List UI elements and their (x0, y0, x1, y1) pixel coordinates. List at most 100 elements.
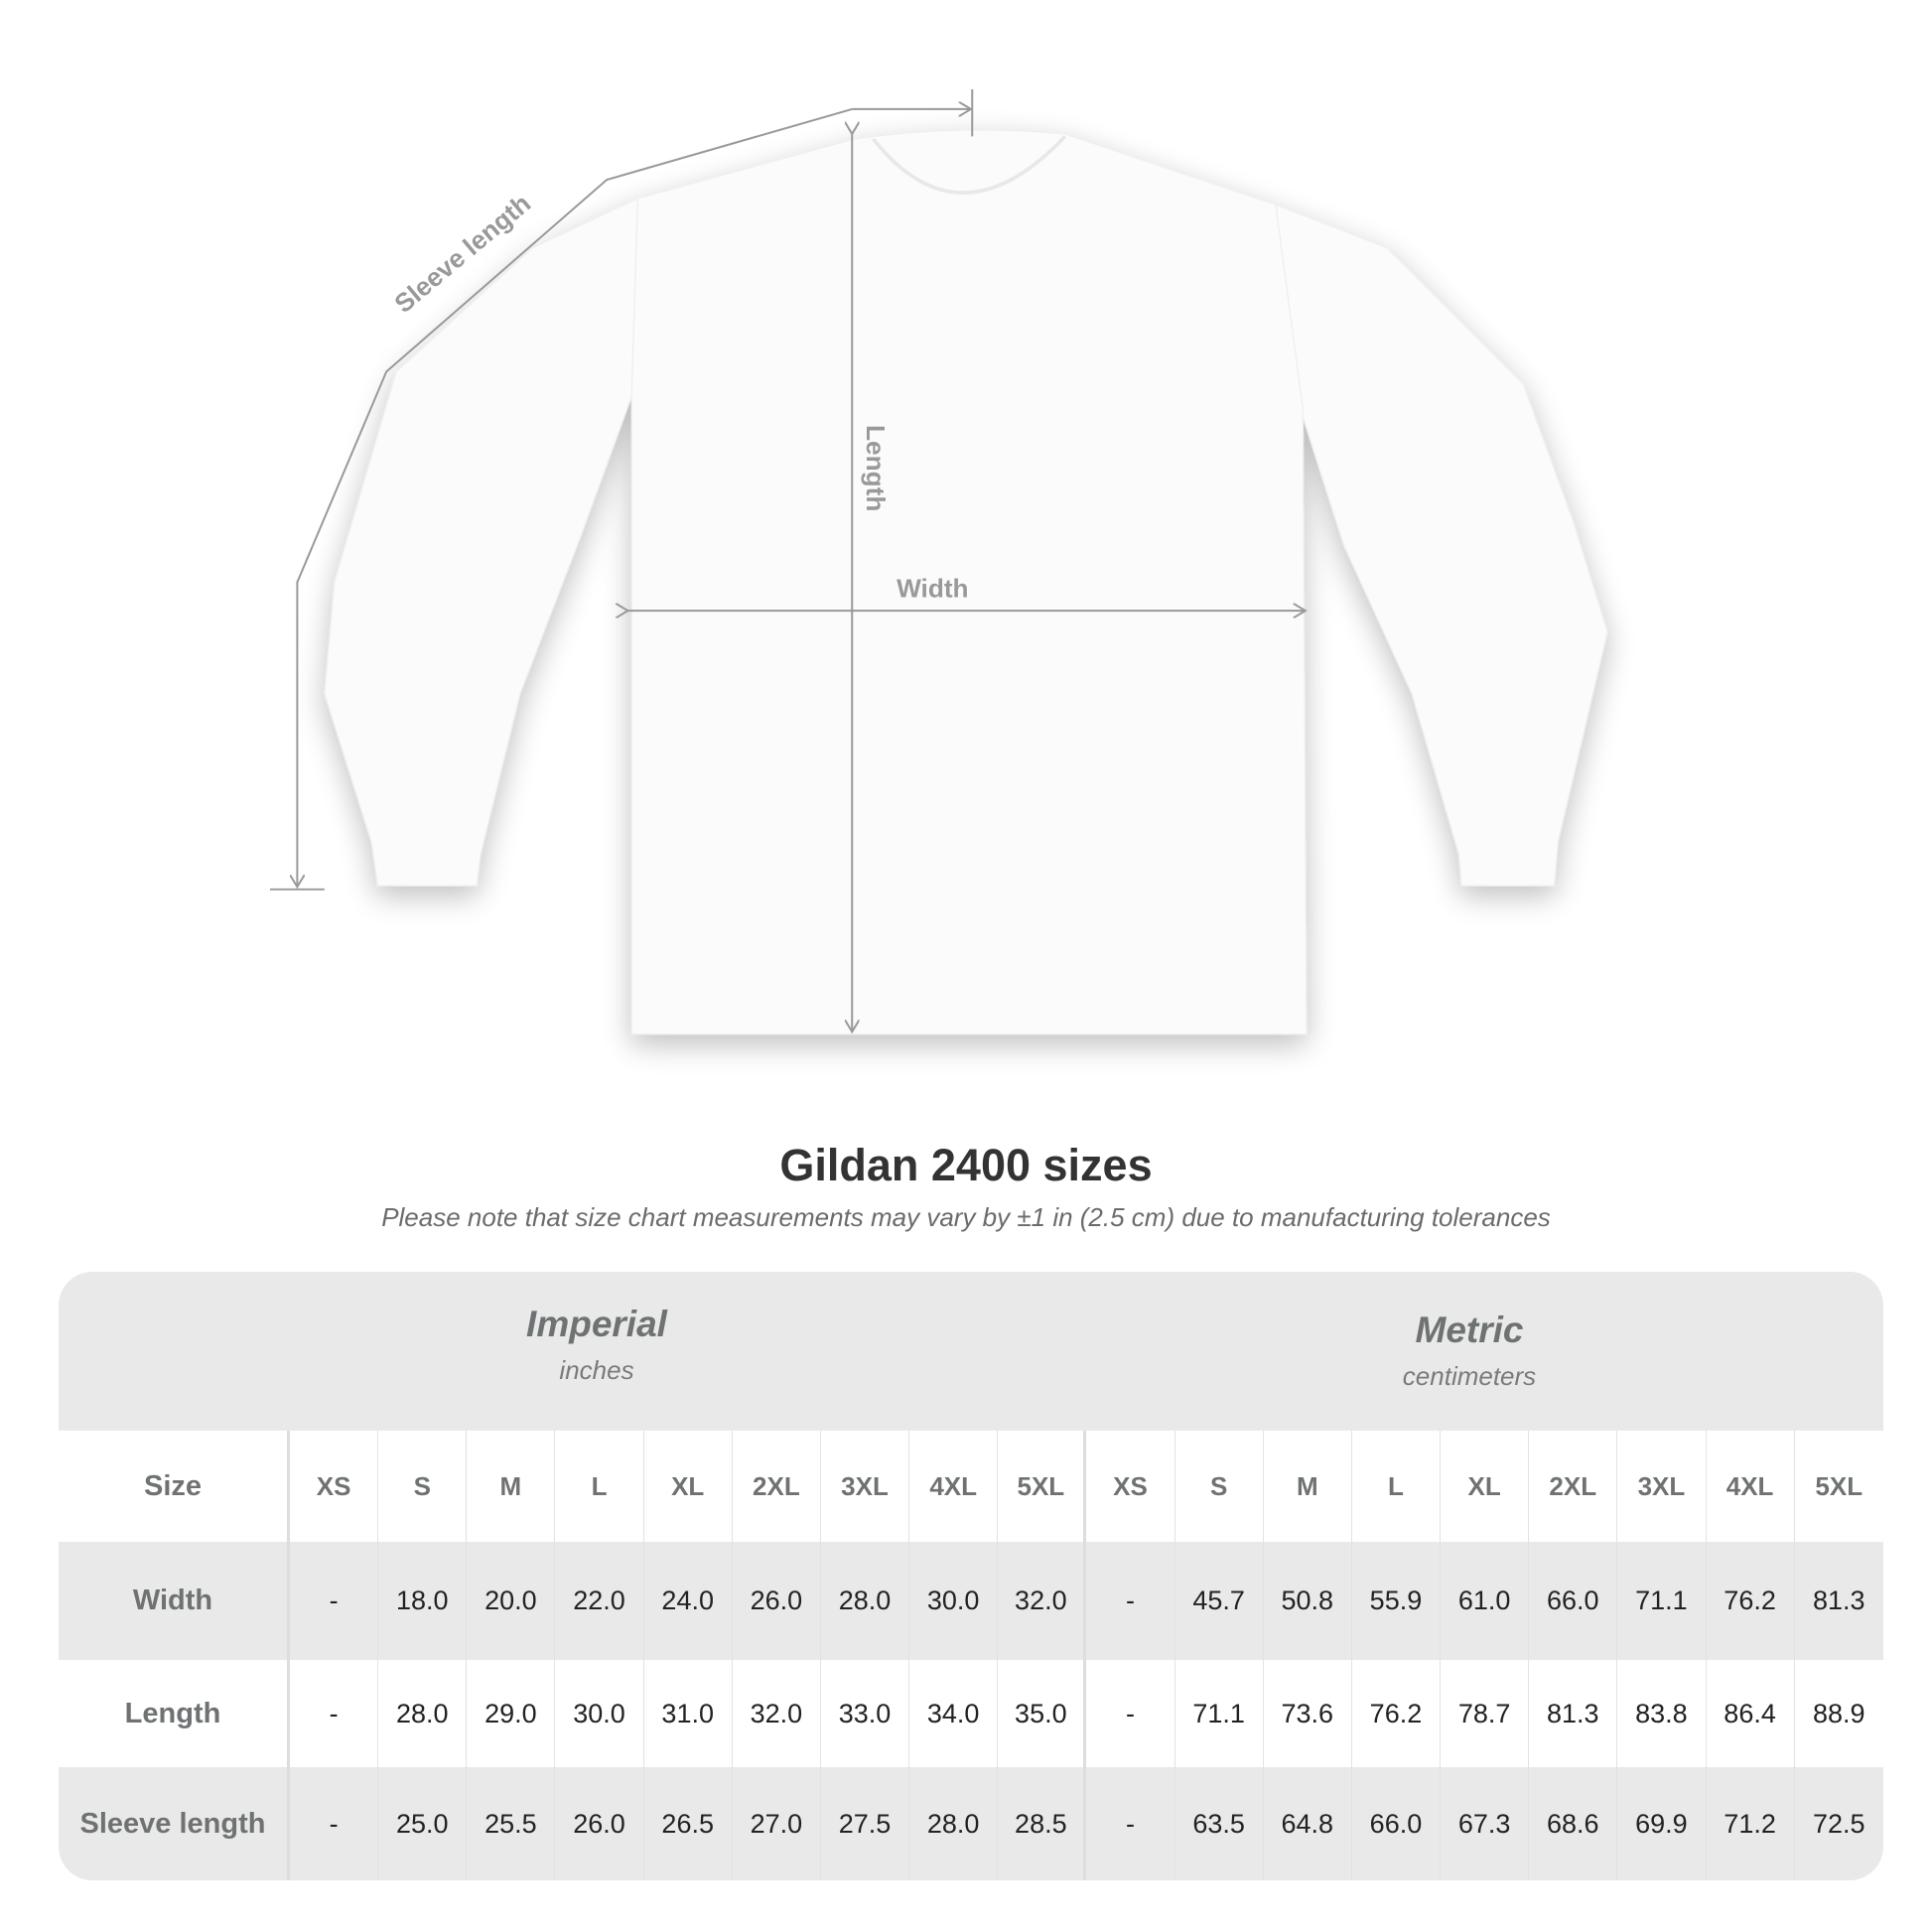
imperial-value-cell: 30.0 (909, 1542, 999, 1660)
metric-header: Metric centimeters (1221, 1310, 1718, 1392)
shirt-diagram: Sleeve length Length Width (269, 88, 1608, 1035)
metric-title: Metric (1415, 1310, 1524, 1350)
metric-value-cell: 76.2 (1352, 1660, 1442, 1767)
row-label: Length (59, 1660, 290, 1767)
metric-value-cell: 86.4 (1707, 1660, 1795, 1767)
length-label: Length (861, 425, 891, 511)
metric-value-cell: 76.2 (1707, 1542, 1795, 1660)
size-header-imperial: 3XL (821, 1431, 910, 1542)
metric-value-cell: 83.8 (1617, 1660, 1707, 1767)
metric-value-cell: 73.6 (1264, 1660, 1352, 1767)
imperial-value-cell: 35.0 (998, 1660, 1087, 1767)
size-header-metric: S (1175, 1431, 1264, 1542)
size-header-imperial: S (378, 1431, 468, 1542)
imperial-value-cell: 30.0 (555, 1660, 644, 1767)
shirt-body (630, 129, 1308, 1035)
size-header-imperial: 5XL (998, 1431, 1087, 1542)
size-header-metric: XS (1086, 1431, 1175, 1542)
tolerance-note: Please note that size chart measurements… (381, 1202, 1551, 1232)
imperial-value-cell: 22.0 (555, 1542, 644, 1660)
metric-value-cell: 50.8 (1264, 1542, 1352, 1660)
imperial-value-cell: - (290, 1542, 379, 1660)
imperial-value-cell: 26.5 (644, 1767, 733, 1880)
size-header-imperial: L (555, 1431, 644, 1542)
size-header-row: Size XS S M L XL 2XL 3XL 4XL 5XL XS S M L XL 2XL 3XL 4XL 5… (59, 1431, 1883, 1542)
imperial-value-cell: - (290, 1767, 379, 1880)
imperial-value-cell: 26.0 (733, 1542, 821, 1660)
row-label: Sleeve length (59, 1767, 290, 1880)
imperial-value-cell: 32.0 (733, 1660, 821, 1767)
imperial-value-cell: 28.0 (378, 1660, 468, 1767)
metric-value-cell: 78.7 (1441, 1660, 1530, 1767)
size-header-metric: 3XL (1617, 1431, 1707, 1542)
imperial-value-cell: 27.5 (821, 1767, 910, 1880)
long-sleeve-shirt (324, 129, 1608, 1035)
imperial-value-cell: 18.0 (378, 1542, 468, 1660)
row-label: Size (59, 1431, 290, 1542)
size-header-metric: 2XL (1529, 1431, 1618, 1542)
size-header-imperial: M (467, 1431, 556, 1542)
sleeve-length-line (297, 107, 853, 887)
metric-value-cell: 55.9 (1352, 1542, 1442, 1660)
size-header-metric: 5XL (1815, 1470, 1863, 1501)
imperial-value-cell: 29.0 (467, 1660, 556, 1767)
metric-value-cell: - (1086, 1542, 1175, 1660)
imperial-value-cell: 20.0 (467, 1542, 556, 1660)
metric-value-cell: 71.1 (1175, 1660, 1264, 1767)
imperial-value-cell: 27.0 (733, 1767, 821, 1880)
size-header-metric: 4XL (1707, 1431, 1795, 1542)
row-label: Width (59, 1542, 290, 1660)
metric-value-cell: 81.3 (1812, 1586, 1865, 1615)
measurement-lines (269, 88, 1306, 1032)
imperial-header: Imperial inches (348, 1304, 845, 1386)
metric-value-cell: 67.3 (1441, 1767, 1530, 1880)
size-table: Imperial inches Metric centimeters Size X… (59, 1272, 1883, 1880)
size-header-metric: M (1264, 1431, 1352, 1542)
metric-value-cell: 81.3 (1529, 1660, 1618, 1767)
size-header-metric: L (1352, 1431, 1442, 1542)
imperial-unit: inches (559, 1355, 634, 1385)
table-row: Sleeve length -25.0 25.5 26.0 26.5 27.0 27.5 28… (59, 1767, 1883, 1880)
metric-value-cell: 45.7 (1175, 1542, 1264, 1660)
imperial-value-cell: 32.0 (998, 1542, 1087, 1660)
imperial-value-cell: 25.5 (467, 1767, 556, 1880)
table-row: Width -18.0 20.0 22.0 24.0 26.0 28.0 30.0 32.0-4… (59, 1542, 1883, 1660)
imperial-value-cell: 24.0 (644, 1542, 733, 1660)
metric-value-cell: 88.9 (1812, 1698, 1865, 1728)
imperial-value-cell: 25.0 (378, 1767, 468, 1880)
metric-value-cell: 72.5 (1812, 1808, 1865, 1839)
size-header-imperial: XS (290, 1431, 379, 1542)
imperial-value-cell: - (290, 1660, 379, 1767)
metric-value-cell: 68.6 (1529, 1767, 1618, 1880)
imperial-value-cell: 34.0 (909, 1660, 999, 1767)
imperial-title: Imperial (526, 1304, 667, 1344)
size-header-imperial: 2XL (733, 1431, 821, 1542)
metric-value-cell: 66.0 (1529, 1542, 1618, 1660)
size-header-metric: XL (1441, 1431, 1530, 1542)
metric-value-cell: 63.5 (1175, 1767, 1264, 1880)
left-sleeve (324, 197, 639, 887)
metric-value-cell: - (1086, 1767, 1175, 1880)
metric-value-cell: 71.2 (1707, 1767, 1795, 1880)
metric-unit: centimeters (1402, 1361, 1537, 1391)
imperial-value-cell: 31.0 (644, 1660, 733, 1767)
imperial-value-cell: 28.0 (821, 1542, 910, 1660)
metric-value-cell: 66.0 (1352, 1767, 1442, 1880)
imperial-value-cell: 26.0 (555, 1767, 644, 1880)
metric-value-cell: 64.8 (1264, 1767, 1352, 1880)
right-sleeve (1275, 204, 1608, 887)
imperial-value-cell: 33.0 (821, 1660, 910, 1767)
metric-value-cell: 69.9 (1617, 1767, 1707, 1880)
size-header-imperial: 4XL (909, 1431, 999, 1542)
metric-value-cell: - (1086, 1660, 1175, 1767)
imperial-value-cell: 28.5 (998, 1767, 1087, 1880)
metric-value-cell: 61.0 (1441, 1542, 1530, 1660)
table-row: Length -28.0 29.0 30.0 31.0 32.0 33.0 34.0 35.0-… (59, 1660, 1883, 1767)
collar (871, 135, 1067, 195)
imperial-value-cell: 28.0 (909, 1767, 999, 1880)
size-header-imperial: XL (644, 1431, 733, 1542)
page-title: Gildan 2400 sizes (779, 1140, 1153, 1190)
table-header-band (59, 1272, 1883, 1431)
metric-value-cell: 71.1 (1617, 1542, 1707, 1660)
width-label: Width (897, 573, 968, 603)
